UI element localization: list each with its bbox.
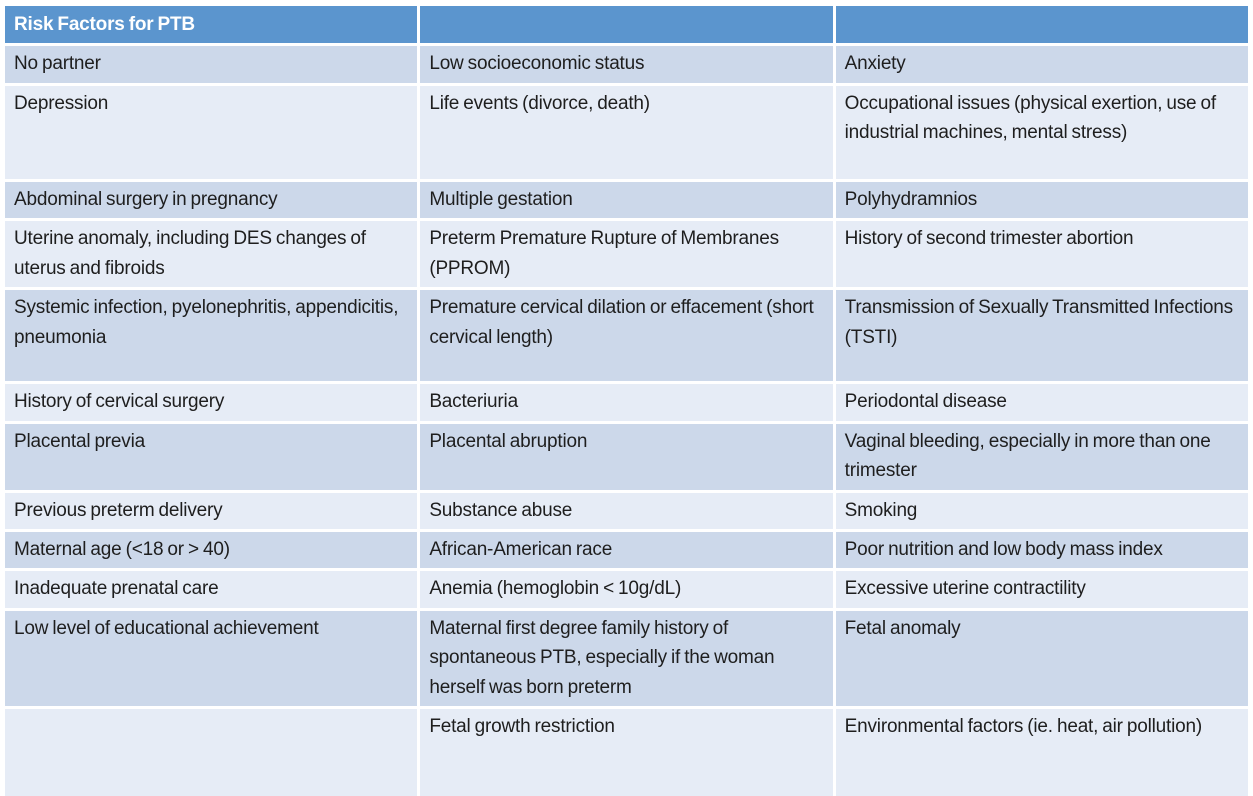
table-cell: Bacteriuria (420, 384, 833, 421)
table-cell: Vaginal bleeding, especially in more tha… (835, 423, 1248, 490)
table-row: Abdominal surgery in pregnancy Multiple … (5, 181, 1248, 219)
table-cell: Maternal first degree family history of … (420, 610, 833, 707)
table-row: Maternal age (<18 or > 40) African-Ameri… (5, 531, 1248, 569)
table-cell: Smoking (835, 492, 1248, 529)
table-cell: Excessive uterine contractility (835, 571, 1248, 608)
table-cell: Previous preterm delivery (5, 492, 418, 529)
table-header-row: Risk Factors for PTB (5, 6, 1248, 44)
table-cell: Depression (5, 85, 418, 179)
table-cell: Life events (divorce, death) (420, 85, 833, 179)
table-cell: Maternal age (<18 or > 40) (5, 531, 418, 569)
table-cell: Low socioeconomic status (420, 46, 833, 83)
table-row: Depression Life events (divorce, death) … (5, 85, 1248, 179)
table-cell: Polyhydramnios (835, 181, 1248, 219)
table-cell: Periodontal disease (835, 384, 1248, 421)
table-row: No partner Low socioeconomic status Anxi… (5, 46, 1248, 83)
table-cell: Occupational issues (physical exertion, … (835, 85, 1248, 179)
risk-factors-table: Risk Factors for PTB No partner Low soci… (2, 3, 1251, 796)
table-cell: Fetal growth restriction (420, 709, 833, 796)
table-cell: Placental previa (5, 423, 418, 490)
table-title: Risk Factors for PTB (5, 6, 418, 44)
table-row: History of cervical surgery Bacteriuria … (5, 384, 1248, 421)
table-cell: Fetal anomaly (835, 610, 1248, 707)
table-cell: Low level of educational achievement (5, 610, 418, 707)
table-row: Low level of educational achievement Mat… (5, 610, 1248, 707)
table-row: Previous preterm delivery Substance abus… (5, 492, 1248, 529)
table-row: Placental previa Placental abruption Vag… (5, 423, 1248, 490)
table-row: Inadequate prenatal care Anemia (hemoglo… (5, 571, 1248, 608)
table-row: Fetal growth restriction Environmental f… (5, 709, 1248, 796)
table-row: Uterine anomaly, including DES changes o… (5, 221, 1248, 288)
table-cell: History of second trimester abortion (835, 221, 1248, 288)
table-cell: Abdominal surgery in pregnancy (5, 181, 418, 219)
table-cell: African-American race (420, 531, 833, 569)
table-cell: Inadequate prenatal care (5, 571, 418, 608)
table-cell: Anxiety (835, 46, 1248, 83)
table-cell: Uterine anomaly, including DES changes o… (5, 221, 418, 288)
table-cell (5, 709, 418, 796)
table-cell: History of cervical surgery (5, 384, 418, 421)
table-cell: Premature cervical dilation or effacemen… (420, 290, 833, 382)
table-header-cell (835, 6, 1248, 44)
table-cell: Systemic infection, pyelonephritis, appe… (5, 290, 418, 382)
table-cell: Multiple gestation (420, 181, 833, 219)
table-cell: Preterm Premature Rupture of Membranes (… (420, 221, 833, 288)
table-cell: Transmission of Sexually Transmitted Inf… (835, 290, 1248, 382)
table-header-cell (420, 6, 833, 44)
table-cell: No partner (5, 46, 418, 83)
table-cell: Placental abruption (420, 423, 833, 490)
table-row: Systemic infection, pyelonephritis, appe… (5, 290, 1248, 382)
table-cell: Anemia (hemoglobin < 10g/dL) (420, 571, 833, 608)
table-cell: Environmental factors (ie. heat, air pol… (835, 709, 1248, 796)
table-cell: Substance abuse (420, 492, 833, 529)
table-cell: Poor nutrition and low body mass index (835, 531, 1248, 569)
